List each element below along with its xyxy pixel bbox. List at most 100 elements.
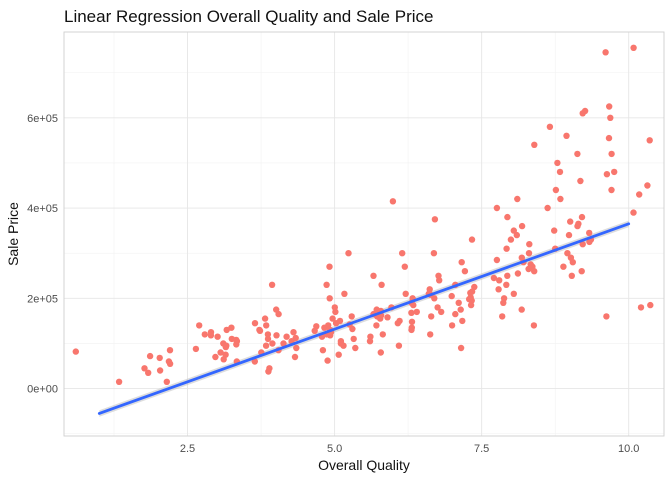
data-point <box>471 283 478 291</box>
chart-title: Linear Regression Overall Quality and Sa… <box>64 7 433 26</box>
data-point <box>560 263 567 270</box>
data-point <box>269 340 276 347</box>
data-point <box>256 327 264 334</box>
data-point <box>551 227 558 234</box>
data-point <box>525 250 533 257</box>
data-point <box>500 299 507 306</box>
data-points <box>72 44 654 385</box>
x-tick-label: 7.5 <box>474 443 489 455</box>
data-point <box>335 351 342 358</box>
data-point <box>408 326 415 334</box>
data-point <box>467 301 475 309</box>
data-point <box>323 281 330 288</box>
grid <box>64 32 664 436</box>
data-point <box>530 322 538 329</box>
data-point <box>503 281 510 288</box>
data-point <box>395 342 403 349</box>
data-point <box>341 290 348 297</box>
data-point <box>340 342 347 349</box>
data-point <box>336 317 344 325</box>
data-point <box>214 333 221 340</box>
data-point <box>458 259 465 266</box>
regression-line <box>97 222 631 415</box>
data-point <box>233 341 240 348</box>
data-point <box>327 332 334 339</box>
data-point <box>510 227 517 234</box>
data-point <box>201 331 208 338</box>
data-point <box>490 274 498 282</box>
data-point <box>291 353 299 361</box>
data-point <box>611 168 618 176</box>
data-point <box>457 306 464 313</box>
data-point <box>507 236 515 243</box>
data-point <box>466 296 473 303</box>
data-point <box>496 277 503 284</box>
data-point <box>457 344 465 352</box>
data-point <box>264 335 272 343</box>
data-point <box>265 368 272 375</box>
data-point <box>563 132 570 139</box>
data-point <box>452 310 459 318</box>
data-point <box>468 236 476 243</box>
data-point <box>608 186 615 194</box>
data-point <box>577 177 584 185</box>
data-point <box>544 204 551 212</box>
data-point <box>514 195 521 203</box>
data-point <box>156 354 163 362</box>
data-point <box>574 150 581 158</box>
data-point <box>163 378 170 385</box>
data-point <box>569 259 576 266</box>
data-point <box>373 322 380 329</box>
data-point <box>426 286 433 293</box>
x-axis-ticks: 2.5 5.0 7.5 10.0 <box>180 443 640 455</box>
y-tick-label: 2e+05 <box>27 293 58 305</box>
data-point <box>428 313 435 320</box>
data-point <box>378 281 385 288</box>
data-point <box>408 309 415 316</box>
data-point <box>630 209 637 216</box>
data-point <box>567 218 574 225</box>
data-point <box>72 348 80 355</box>
data-point <box>311 327 318 334</box>
data-point <box>565 231 573 239</box>
data-point <box>493 256 501 264</box>
data-point <box>564 250 571 257</box>
data-point <box>556 168 564 176</box>
data-point <box>324 357 331 364</box>
regression-line-group <box>97 222 631 415</box>
data-point <box>273 332 280 339</box>
data-point <box>293 344 300 352</box>
data-point <box>401 263 408 270</box>
data-point <box>513 231 520 239</box>
data-point <box>329 315 336 322</box>
data-point <box>579 241 586 248</box>
data-point <box>350 335 357 343</box>
data-point <box>510 290 517 297</box>
data-point <box>326 295 333 302</box>
data-point <box>578 213 586 221</box>
data-point <box>607 114 614 122</box>
data-point <box>166 347 174 354</box>
data-point <box>527 261 534 268</box>
data-point <box>220 356 227 363</box>
data-point <box>637 304 645 311</box>
y-axis-ticks: 0e+00 2e+05 4e+05 6e+05 <box>27 113 58 396</box>
data-point <box>352 344 359 352</box>
data-point <box>325 322 332 329</box>
data-point <box>251 358 258 365</box>
data-point <box>504 213 511 221</box>
data-point <box>467 289 474 297</box>
data-point <box>503 245 510 252</box>
data-point <box>518 222 526 230</box>
data-point <box>345 250 352 257</box>
data-point <box>207 332 215 339</box>
data-point <box>461 268 469 275</box>
data-point <box>504 272 511 279</box>
data-point <box>331 304 338 311</box>
data-point <box>495 286 502 293</box>
x-tick-label: 2.5 <box>180 443 195 455</box>
data-point <box>431 216 439 223</box>
x-tick-label: 5.0 <box>327 443 342 455</box>
data-point <box>115 378 123 385</box>
